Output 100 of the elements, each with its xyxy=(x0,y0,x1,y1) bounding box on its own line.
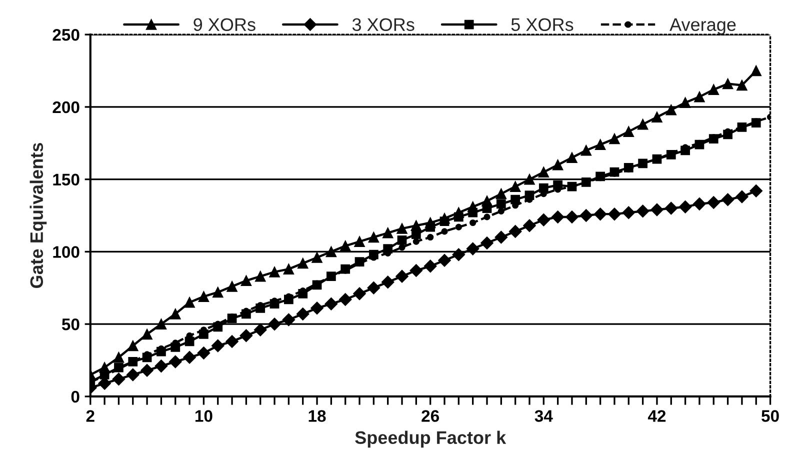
point xyxy=(397,235,407,245)
point xyxy=(324,297,338,310)
point xyxy=(750,65,762,76)
point xyxy=(466,242,480,256)
point xyxy=(440,216,450,226)
point xyxy=(212,286,224,298)
point xyxy=(498,208,504,214)
y-tick-label: 0 xyxy=(71,390,80,403)
y-tick-label: 150 xyxy=(53,174,80,186)
point xyxy=(537,213,550,226)
point xyxy=(424,260,437,273)
point xyxy=(211,339,224,352)
point xyxy=(454,212,464,222)
point xyxy=(580,144,592,156)
point xyxy=(140,364,154,377)
point xyxy=(480,236,494,250)
point xyxy=(168,355,182,368)
point xyxy=(254,270,266,282)
point xyxy=(594,139,606,150)
point xyxy=(736,190,748,204)
y-tick-label: 50 xyxy=(62,318,80,330)
point xyxy=(566,152,578,163)
point xyxy=(354,236,365,247)
x-tick-label: 34 xyxy=(534,410,553,422)
point xyxy=(678,200,692,214)
point xyxy=(482,204,492,213)
point xyxy=(398,244,406,251)
legend-label: Average xyxy=(670,18,736,35)
point xyxy=(312,252,322,263)
point xyxy=(637,118,648,130)
point xyxy=(326,246,337,258)
point xyxy=(269,266,280,278)
point xyxy=(736,80,748,91)
point xyxy=(183,350,196,364)
point xyxy=(664,202,678,215)
point xyxy=(126,368,140,382)
point xyxy=(722,78,734,90)
point xyxy=(297,258,308,269)
point xyxy=(680,97,691,108)
point xyxy=(566,210,578,224)
point xyxy=(396,270,408,283)
point xyxy=(240,329,253,342)
point xyxy=(142,328,152,340)
point xyxy=(551,210,564,224)
point xyxy=(112,372,126,386)
point xyxy=(283,264,294,274)
point xyxy=(426,222,436,232)
point xyxy=(282,313,296,326)
point xyxy=(750,184,763,198)
y-axis-title: Gate Equivalents xyxy=(30,143,47,288)
point xyxy=(455,224,462,230)
point xyxy=(410,264,423,277)
point xyxy=(128,340,138,352)
point xyxy=(197,346,210,360)
point xyxy=(381,276,394,289)
point xyxy=(438,254,451,267)
point xyxy=(694,91,705,102)
point xyxy=(650,203,664,216)
point xyxy=(608,208,621,220)
point xyxy=(382,228,394,238)
point xyxy=(523,219,536,232)
point xyxy=(623,126,634,137)
point xyxy=(310,302,324,315)
y-tick-label: 200 xyxy=(52,101,80,114)
point xyxy=(494,230,508,244)
point xyxy=(156,318,167,330)
x-tick-label: 50 xyxy=(762,410,779,422)
point xyxy=(652,112,662,122)
point xyxy=(708,84,720,95)
point xyxy=(552,159,564,170)
point xyxy=(338,293,352,306)
point xyxy=(226,335,238,348)
point xyxy=(368,232,380,243)
point xyxy=(707,196,720,209)
point xyxy=(496,199,506,209)
point xyxy=(496,188,507,200)
point xyxy=(721,193,734,206)
point xyxy=(296,308,310,320)
x-axis-title: Speedup Factor k xyxy=(355,430,506,448)
legend-label: 9 XORs xyxy=(194,18,256,32)
point xyxy=(427,234,434,241)
point xyxy=(113,352,124,363)
point xyxy=(666,104,677,116)
point xyxy=(184,296,195,308)
point xyxy=(594,208,607,220)
point xyxy=(412,238,420,245)
x-tick-label: 2 xyxy=(86,410,94,422)
point xyxy=(622,206,636,220)
point xyxy=(538,166,550,178)
point xyxy=(411,230,421,240)
legend-label: 5 XORs xyxy=(511,18,574,32)
point xyxy=(396,223,408,234)
point xyxy=(441,228,448,235)
point xyxy=(510,181,521,192)
x-tick-label: 18 xyxy=(308,410,326,422)
point xyxy=(470,219,476,226)
point xyxy=(268,318,281,330)
x-tick-label: 42 xyxy=(648,410,666,422)
point xyxy=(452,248,466,262)
x-tick-label: 26 xyxy=(422,410,440,422)
